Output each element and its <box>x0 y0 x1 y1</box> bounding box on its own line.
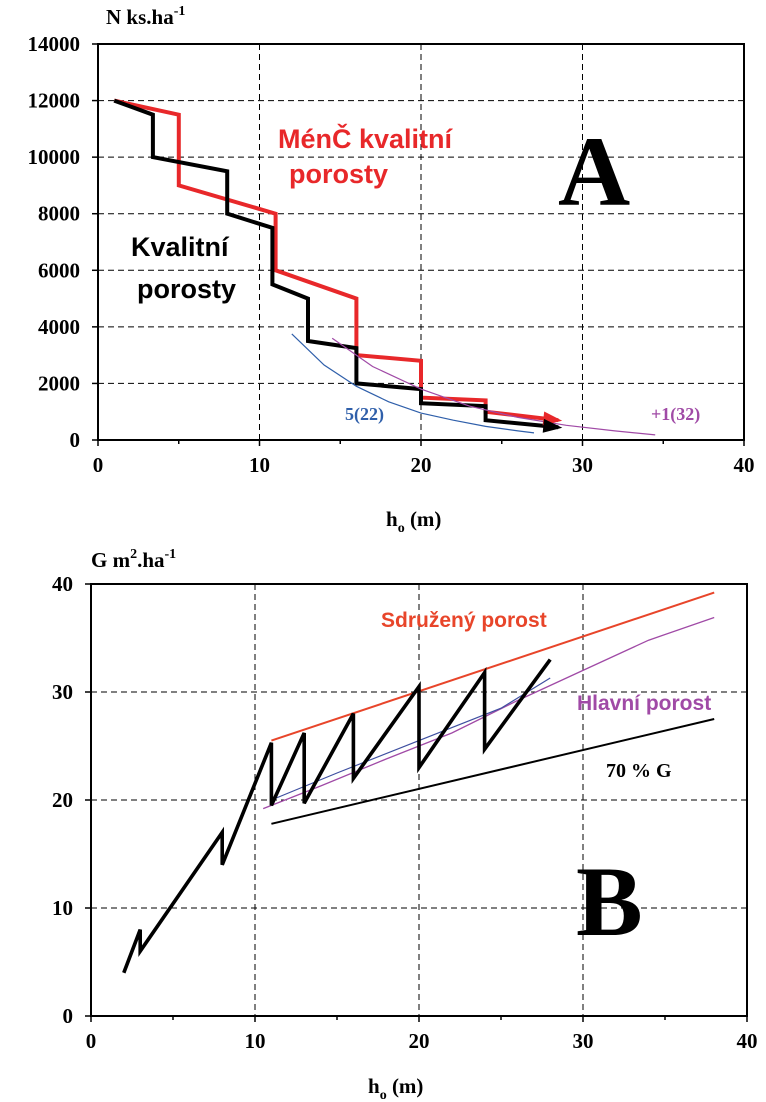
y-tick-label: 10000 <box>28 145 81 169</box>
y-tick-label: 6000 <box>38 258 80 282</box>
series-line-a-2 <box>291 333 535 434</box>
x-tick-label: 40 <box>737 1029 758 1053</box>
series-line-a-3 <box>331 337 656 436</box>
black-series-arrow-head <box>542 418 563 433</box>
annotation-less-quality-line1: MénČ kvalitní <box>278 123 454 154</box>
panel-a-series <box>113 98 656 436</box>
panel-a-ticks: 0 10 20 30 40 0 2000 4000 6000 8000 10000 12000 1400… <box>28 32 755 477</box>
x-tick-label: 30 <box>572 453 593 477</box>
x-tick-label: 20 <box>409 1029 430 1053</box>
annotation-quality-line1: Kvalitní <box>131 232 230 262</box>
panel-b: 0 10 20 30 40 0 10 20 30 40 G m2.ha-1 ho (m) Sdru… <box>52 547 758 1102</box>
x-tick-label: 0 <box>93 453 104 477</box>
series-line-b-4 <box>122 658 552 974</box>
series-line-a-1 <box>113 98 559 430</box>
y-tick-label: 12000 <box>28 89 81 113</box>
annotation-main-stand: Hlavní porost <box>577 692 711 715</box>
y-tick-label: 20 <box>52 788 73 812</box>
y-tick-label: 40 <box>52 572 73 596</box>
y-tick-label: 14000 <box>28 32 81 56</box>
panel-b-x-axis-label: ho (m) <box>368 1074 423 1102</box>
y-tick-label: 0 <box>63 1004 74 1028</box>
series-line-b-3 <box>271 718 715 825</box>
panel-b-series <box>122 591 715 974</box>
x-tick-label: 0 <box>86 1029 97 1053</box>
series-line-a-0 <box>113 98 559 423</box>
annotation-seventy-percent: 70 % G <box>606 760 672 782</box>
panel-b-grid <box>91 584 747 1016</box>
y-tick-label: 30 <box>52 680 73 704</box>
x-tick-label: 40 <box>734 453 755 477</box>
annotation-quality-line2: porosty <box>137 274 236 304</box>
x-tick-label: 20 <box>411 453 432 477</box>
panel-a-y-axis-label: N ks.ha-1 <box>106 4 185 29</box>
annotation-purple-curve-label: +1(32) <box>651 404 700 425</box>
annotation-less-quality-line2: porosty <box>289 159 388 189</box>
x-tick-label: 30 <box>573 1029 594 1053</box>
panel-a-x-axis-label: ho (m) <box>386 507 441 536</box>
panel-b-y-axis-label: G m2.ha-1 <box>91 547 176 572</box>
annotation-blue-curve-label: 5(22) <box>345 404 384 425</box>
y-tick-label: 10 <box>52 896 73 920</box>
x-tick-label: 10 <box>245 1029 266 1053</box>
y-tick-label: 4000 <box>38 315 80 339</box>
panel-b-ticks: 0 10 20 30 40 0 10 20 30 40 <box>52 572 758 1053</box>
y-tick-label: 0 <box>70 428 81 452</box>
x-tick-label: 10 <box>249 453 270 477</box>
panel-b-letter: B <box>576 846 643 957</box>
series-line-b-0 <box>271 591 715 742</box>
annotation-combined-stand: Sdružený porost <box>381 609 547 632</box>
panel-a: 0 10 20 30 40 0 2000 4000 6000 8000 10000 12000 1400… <box>28 4 755 536</box>
y-tick-label: 8000 <box>38 202 80 226</box>
y-tick-label: 2000 <box>38 371 80 395</box>
panel-a-letter: A <box>558 116 630 227</box>
